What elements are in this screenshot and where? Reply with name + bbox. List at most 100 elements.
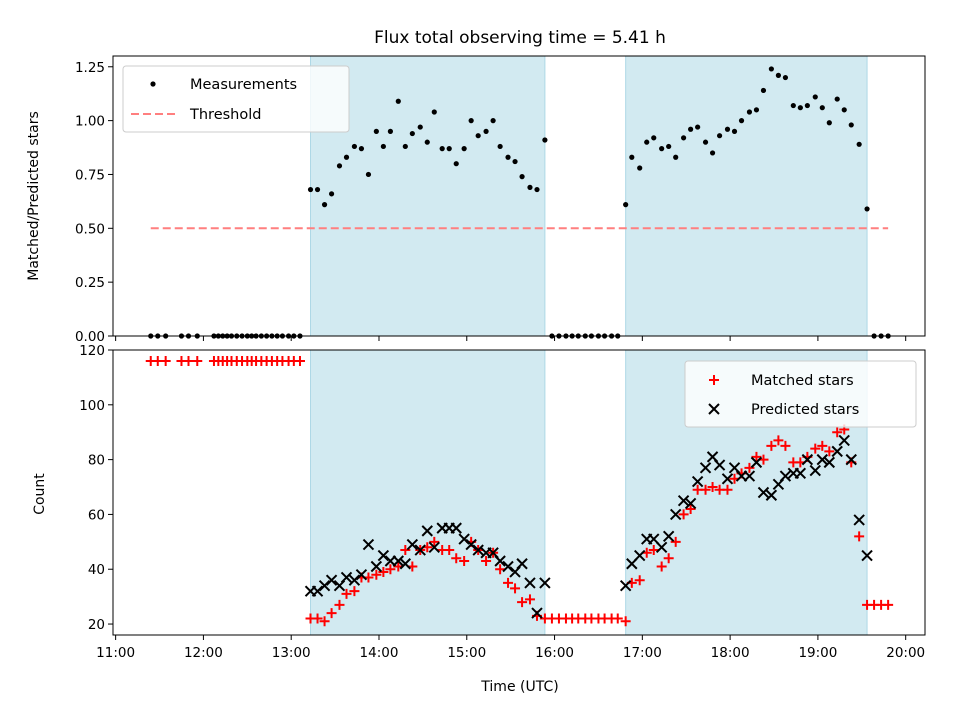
measurement-point <box>395 98 401 104</box>
x-axis-label: Time (UTC) <box>480 679 558 695</box>
matched-star-point <box>854 531 865 542</box>
measurement-point <box>804 102 810 109</box>
predicted-star-point <box>633 549 646 562</box>
matched-star-point <box>670 536 681 547</box>
measurement-point <box>468 118 474 124</box>
y-tick-label: 60 <box>88 507 105 523</box>
predicted-star-point <box>421 525 433 537</box>
measurement-point <box>695 124 701 130</box>
measurement-point <box>782 74 789 81</box>
matched-star-point <box>183 355 194 366</box>
legend-label-matched: Matched stars <box>751 373 854 389</box>
measurement-point <box>424 139 430 145</box>
measurement-point <box>314 186 321 193</box>
matched-star-point <box>707 482 718 493</box>
matched-star-point <box>634 575 645 586</box>
measurement-point <box>351 143 358 150</box>
measurement-point <box>841 107 847 113</box>
matched-star-point <box>766 440 777 451</box>
measurement-point <box>505 154 511 160</box>
matched-star-point <box>294 355 305 366</box>
measurement-point <box>409 130 415 137</box>
predicted-star-point <box>539 577 551 589</box>
predicted-star-point <box>458 533 470 545</box>
measurement-point <box>358 146 365 152</box>
y-tick-label: 20 <box>88 617 105 633</box>
measurement-point <box>775 72 782 78</box>
measurement-point <box>373 128 379 134</box>
legend-marker-matched <box>709 375 719 385</box>
measurement-point <box>402 143 408 150</box>
y-tick-label: 100 <box>79 398 105 414</box>
predicted-star-point <box>684 497 697 510</box>
matched-star-point <box>648 545 659 556</box>
y-tick-label: 0.25 <box>75 275 105 291</box>
predicted-star-point <box>861 549 873 562</box>
matched-star-point <box>678 509 689 520</box>
top-panel: Flux total observing time = 5.41 h 0.00 0… <box>26 28 926 345</box>
measurement-point <box>716 133 723 139</box>
matched-star-point <box>326 608 337 619</box>
predicted-star-point <box>699 462 712 474</box>
matched-star-point <box>459 556 470 567</box>
predicted-star-point <box>465 538 477 551</box>
matched-star-point <box>192 355 203 366</box>
predicted-star-point <box>325 574 338 586</box>
chart-title: Flux total observing time = 5.41 h <box>374 28 666 48</box>
predicted-star-point <box>845 453 857 466</box>
x-tick-label: 18:00 <box>711 645 750 661</box>
predicted-star-point <box>677 495 690 507</box>
observing-window-shade <box>310 56 545 336</box>
predicted-star-point <box>721 473 734 485</box>
predicted-star-point <box>713 459 726 471</box>
matched-star-point <box>444 545 455 556</box>
measurement-point <box>637 165 643 171</box>
measurement-point <box>644 139 650 145</box>
y-tick-label: 80 <box>88 453 105 469</box>
legend-frame <box>122 65 350 133</box>
measurement-point <box>512 158 518 165</box>
measurement-point <box>365 171 372 178</box>
legend-label-measurements: Measurements <box>190 77 297 93</box>
matched-star-point <box>810 443 821 454</box>
y-tick-label: 1.25 <box>75 60 105 76</box>
y-tick-label: 1.00 <box>75 114 105 130</box>
measurement-point <box>724 126 731 132</box>
observing-window-shade <box>625 56 868 336</box>
predicted-star-point <box>318 579 331 592</box>
measurement-point <box>343 154 350 160</box>
matched-star-point <box>510 583 521 594</box>
measurement-point <box>483 128 489 134</box>
predicted-star-point <box>377 549 390 562</box>
matched-star-point <box>773 435 784 446</box>
measurement-point <box>387 128 393 134</box>
measurement-point <box>417 124 423 130</box>
predicted-star-point <box>669 508 682 521</box>
measurement-point <box>629 154 635 160</box>
matched-star-point <box>371 569 382 580</box>
measurement-point <box>542 137 548 143</box>
measurement-point <box>760 87 767 94</box>
matched-star-point <box>319 616 330 627</box>
predicted-star-point <box>340 571 353 584</box>
predicted-star-point <box>414 544 426 556</box>
measurement-point <box>797 105 803 111</box>
matched-star-point <box>722 484 733 495</box>
predicted-star-point <box>831 445 843 458</box>
measurement-point <box>666 143 672 150</box>
measurement-point <box>490 118 496 124</box>
predicted-star-point <box>691 475 704 488</box>
measurement-point <box>819 105 825 111</box>
measurement-point <box>702 139 709 145</box>
predicted-star-point <box>355 569 368 581</box>
bottom-panel: 20 40 60 80 100 120 11:00 12:00 13:00 14:00 15:00 1… <box>32 343 926 695</box>
matched-star-point <box>481 556 492 567</box>
predicted-star-point <box>472 544 484 556</box>
measurement-point <box>527 184 533 190</box>
predicted-star-point <box>311 585 324 597</box>
measurement-point <box>812 94 818 100</box>
matched-star-point <box>429 536 440 547</box>
matched-star-point <box>160 355 171 366</box>
legend-frame <box>684 360 917 428</box>
matched-star-point <box>385 564 396 575</box>
